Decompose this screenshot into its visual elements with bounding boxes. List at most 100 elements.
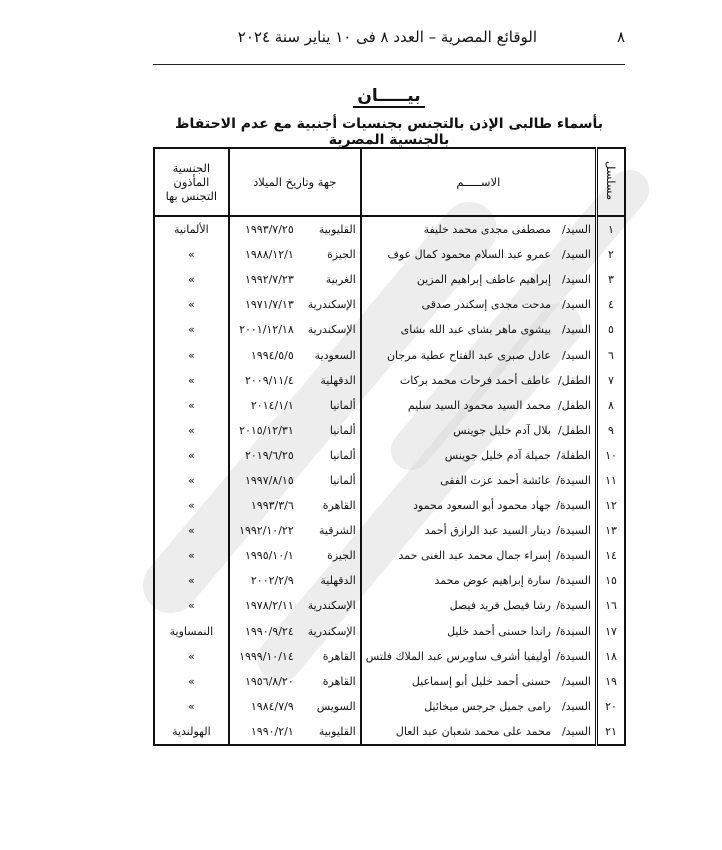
honorific: السيد/: [561, 223, 591, 237]
birth-date: ١٩٩٩/١٠/١٤: [239, 649, 294, 663]
nationality-cell: »: [188, 248, 195, 262]
serial-cell: ٤: [595, 292, 625, 318]
table-row: ٣ السيد/إبراهيم عاطف إبراهيم المزين الغر…: [154, 267, 625, 293]
birth-cell: القاهرة ١٩٩٣/٣/٦: [227, 493, 361, 519]
birth-date: ٢٠١٩/٦/٢٥: [244, 448, 294, 462]
table-row: ١٧ السيدة/راندا حسنى أحمد خليل الإسكندري…: [154, 618, 625, 644]
table-row: ١٣ السيدة/دينار السيد عبد الرازق أحمد ال…: [154, 518, 625, 544]
table-row: ٩ الطفل/بلال آدم خليل جوينس ألمانيا ٢٠١٥/…: [154, 417, 625, 443]
table-row: ١٤ السيدة/إسراء جمال محمد عبد الغنى حمد …: [154, 543, 625, 569]
birth-date: ١٩٩٢/٧/٢٣: [244, 273, 294, 287]
honorific: السيد/: [561, 248, 591, 262]
person-name: بيشوى ماهر بشاى عبد الله بشاى: [400, 323, 551, 337]
serial-cell: ٧: [595, 367, 625, 393]
birth-cell: الإسكندرية ١٩٩٠/٩/٢٤: [227, 618, 361, 644]
birth-place: ألمانيا: [329, 423, 356, 437]
serial-cell: ١٨: [595, 643, 625, 669]
person-name: عادل صبرى عبد الفتاح عطية مرجان: [386, 348, 551, 362]
birth-cell: الإسكندرية ١٩٧٨/٢/١١: [227, 593, 361, 619]
birth-place: الشرقية: [318, 524, 356, 538]
name-cell: السيدة/سارة إبراهيم عوض محمد: [359, 568, 597, 594]
birth-place: الجيزة: [327, 248, 356, 262]
nationality-cell: »: [188, 398, 195, 412]
name-cell: السيد/مصطفى مجدى محمد خليفة: [359, 216, 597, 243]
nationality-cell: »: [188, 699, 195, 713]
name-cell: السيدة/دينار السيد عبد الرازق أحمد: [359, 518, 597, 544]
table-row: ٢ السيد/عمرو عبد السلام محمود كمال عوف ا…: [154, 242, 625, 268]
serial-cell: ١٥: [595, 568, 625, 594]
birth-place: الغربية: [325, 273, 356, 287]
nationality-cell: »: [188, 599, 195, 613]
birth-date: ٢٠١٥/١٢/٣١: [239, 423, 294, 437]
name-cell: الطفل/محمد السيد محمود السيد سليم: [359, 392, 597, 418]
honorific: السيد/: [561, 348, 591, 362]
table-row: ١ السيد/مصطفى مجدى محمد خليفة القليوبية ١…: [154, 216, 625, 243]
honorific: السيد/: [561, 674, 591, 688]
name-cell: الطفلة/جميلة آدم خليل جوينس: [359, 442, 597, 468]
column-nationality: الجنسية المأذون التجنس بها: [153, 147, 230, 217]
birth-place: الدقهلية: [320, 373, 356, 387]
birth-cell: الغربية ١٩٩٢/٧/٢٣: [227, 267, 361, 293]
birth-cell: الشرقية ١٩٩٢/١٠/٢٢: [227, 518, 361, 544]
birth-place: القليوبية: [318, 223, 356, 237]
header-rule: [153, 64, 625, 65]
table-row: ٧ الطفل/عاطف أحمد فرحات محمد بركات الدقه…: [154, 367, 625, 393]
column-serial: مسلسل: [595, 147, 626, 217]
nationality-cell: »: [188, 348, 195, 362]
serial-cell: ١٤: [595, 543, 625, 569]
birth-date: ٢٠٠٩/١١/٤: [244, 373, 294, 387]
nationality-cell: »: [188, 524, 195, 538]
person-name: عاطف أحمد فرحات محمد بركات: [399, 373, 551, 387]
honorific: السيدة/: [556, 574, 591, 588]
table-row: ١٠ الطفلة/جميلة آدم خليل جوينس ألمانيا ٢٠…: [154, 442, 625, 468]
serial-cell: ٢: [595, 242, 625, 268]
birth-date: ١٩٩٤/٥/٥: [250, 348, 294, 362]
running-header: ٨ الوقائع المصرية – العدد ٨ فى ١٠ يناير …: [153, 28, 625, 52]
serial-cell: ١٢: [595, 493, 625, 519]
serial-cell: ١١: [595, 467, 625, 494]
person-name: رامى جميل جرجس ميخائيل: [424, 699, 551, 713]
name-cell: السيد/محمد على محمد شعبان عبد العال: [359, 718, 597, 745]
honorific: الطفل/: [557, 398, 591, 412]
birth-cell: الإسكندرية ٢٠٠١/١٢/١٨: [227, 317, 361, 343]
serial-cell: ١٣: [595, 518, 625, 544]
honorific: السيدة/: [556, 549, 591, 563]
birth-cell: ألمانيا ٢٠١٤/١/١: [227, 392, 361, 418]
honorific: السيد/: [561, 273, 591, 287]
birth-date: ١٩٩٣/٣/٦: [250, 499, 294, 513]
birth-date: ١٩٩٠/٢/١: [250, 724, 294, 738]
name-cell: الطفل/عاطف أحمد فرحات محمد بركات: [359, 367, 597, 393]
birth-cell: القليوبية ١٩٩٠/٢/١: [227, 718, 361, 745]
nationality-cell: الألمانية: [174, 223, 209, 237]
nationality-cell: »: [188, 649, 195, 663]
birth-place: السعودية: [314, 348, 356, 362]
name-cell: السيد/رامى جميل جرجس ميخائيل: [359, 693, 597, 719]
person-name: محمد على محمد شعبان عبد العال: [395, 724, 551, 738]
birth-place: الدقهلية: [320, 574, 356, 588]
honorific: السيد/: [561, 699, 591, 713]
birth-date: ١٩٩٠/٩/٢٤: [244, 624, 294, 638]
birth-cell: القليوبية ١٩٩٣/٧/٢٥: [227, 216, 361, 243]
honorific: السيد/: [561, 724, 591, 738]
serial-cell: ٢١: [595, 718, 625, 745]
table-row: ٤ السيد/مدحت مجدى إسكندر صدقى الإسكندرية…: [154, 292, 625, 318]
honorific: السيدة/: [556, 524, 591, 538]
birth-cell: ألمانيا ١٩٩٧/٨/١٥: [227, 467, 361, 494]
person-name: سارة إبراهيم عوض محمد: [434, 574, 552, 588]
birth-date: ١٩٧١/٧/١٣: [244, 298, 294, 312]
serial-cell: ١٧: [595, 618, 625, 644]
birth-place: الإسكندرية: [307, 323, 356, 337]
serial-cell: ٦: [595, 342, 625, 368]
birth-cell: الدقهلية ٢٠٠٢/٢/٩: [227, 568, 361, 594]
name-cell: السيدة/إسراء جمال محمد عبد الغنى حمد: [359, 543, 597, 569]
birth-cell: السويس ١٩٨٤/٧/٩: [227, 693, 361, 719]
birth-date: ١٩٩٢/١٠/٢٢: [239, 524, 294, 538]
name-cell: السيد/بيشوى ماهر بشاى عبد الله بشاى: [359, 317, 597, 343]
serial-cell: ٣: [595, 267, 625, 293]
serial-cell: ١٦: [595, 593, 625, 619]
birth-date: ٢٠١٤/١/١: [250, 398, 294, 412]
nationality-cell: النمساوية: [169, 624, 214, 638]
birth-place: الإسكندرية: [307, 298, 356, 312]
nationality-cell: »: [188, 423, 195, 437]
serial-cell: ١٠: [595, 442, 625, 468]
